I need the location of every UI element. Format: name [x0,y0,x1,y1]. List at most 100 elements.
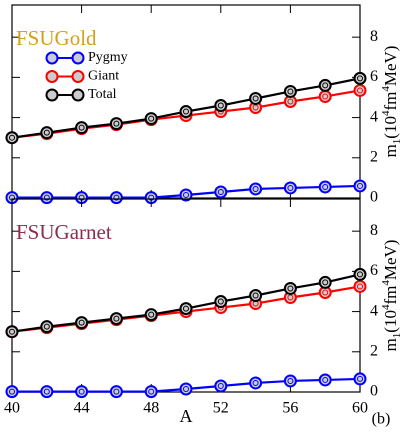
data-point [75,121,89,135]
data-point-inner [9,388,15,395]
data-point-inner [252,292,259,299]
x-tick-label: 44 [74,400,90,417]
y-axis-label-part: MeV) [381,240,400,281]
data-point-inner [322,289,329,296]
data-point-inner [357,75,363,82]
data-point-inner [217,298,224,305]
data-point [179,105,193,119]
data-point [318,78,332,92]
data-point [283,84,297,98]
data-point-inner [357,182,363,189]
legend-marker [71,51,85,65]
data-point [214,99,228,113]
legend-label: Total [88,87,117,102]
data-point-inner [113,194,120,201]
data-point [318,373,332,387]
y-axis-label-part: MeV) [381,46,400,87]
data-point [249,376,263,390]
data-point-inner [217,188,224,195]
data-point-inner [322,279,329,286]
data-point-inner [357,87,363,94]
data-point-inner [322,183,329,190]
data-point-inner [78,388,85,395]
data-point-inner [252,185,259,192]
y-tick-label: 6 [370,262,378,279]
legend-marker [45,70,59,83]
data-point [109,385,123,399]
data-point [214,295,228,309]
data-point [5,385,19,399]
data-point-inner [357,375,363,382]
legend-label: Pygmy [88,50,128,65]
y-axis-label-part: fm [381,286,400,305]
y-tick-label: 4 [370,108,378,125]
data-point-inner [43,129,50,136]
data-point [179,382,193,396]
y-axis-label-part: 4 [380,86,392,92]
x-tick-label: 56 [282,400,298,417]
data-point [144,385,158,399]
y-axis-label-part: 1 [391,333,402,339]
data-point-inner [357,271,363,278]
data-point-inner [183,191,189,198]
data-point [353,71,367,85]
y-tick-label: 6 [370,68,378,85]
data-point [318,275,332,289]
y-axis-label-part: (10 [381,310,400,333]
data-point-inner [217,382,224,389]
data-point [283,281,297,295]
data-point-inner [78,319,85,326]
data-point [40,320,54,334]
data-point-inner [287,88,294,95]
data-point [109,312,123,326]
data-point [179,302,193,316]
data-point [249,91,263,105]
data-point [179,188,193,202]
x-axis-label: A [180,406,193,426]
legend-marker [71,70,85,83]
data-point-inner [78,124,85,131]
data-point [144,308,158,322]
data-point-inner [287,184,294,191]
y-tick-label: 2 [370,148,378,165]
data-point-inner [217,102,224,109]
data-point [318,89,332,103]
data-point [75,385,89,399]
data-point-inner [287,294,294,301]
x-tick-label: 48 [143,400,159,417]
data-point-inner [9,134,15,141]
y-tick-label: 8 [370,222,378,239]
y-tick-label: 8 [370,28,378,45]
legend-marker [71,88,85,102]
data-point-inner [113,388,120,395]
data-point-inner [148,311,155,318]
data-point-inner [322,93,329,100]
x-tick-label: 52 [213,400,229,417]
panel-title: FSUGarnet [16,220,112,244]
data-point [214,185,228,199]
x-tick-label: 40 [4,400,20,417]
x-tick-label: 60 [352,400,368,417]
data-point [109,191,123,205]
data-point-inner [322,376,329,383]
data-point-inner [183,305,189,312]
data-point [109,117,123,131]
data-point [144,112,158,126]
legend-marker [45,51,59,65]
y-axis-label-part: 1 [391,139,402,145]
data-point [40,191,54,205]
data-point-inner [252,95,259,102]
annotation: (b) [372,411,391,428]
data-point-inner [9,328,15,335]
y-axis-label-part: 4 [380,280,392,286]
data-point-inner [183,385,189,392]
legend-marker [45,88,59,102]
y-axis-label-part: fm [381,92,400,111]
data-point-inner [287,377,294,384]
data-point-inner [113,120,120,127]
data-point-inner [43,323,50,330]
data-point [353,372,367,386]
y-tick-label: 0 [370,383,378,400]
data-point [40,385,54,399]
